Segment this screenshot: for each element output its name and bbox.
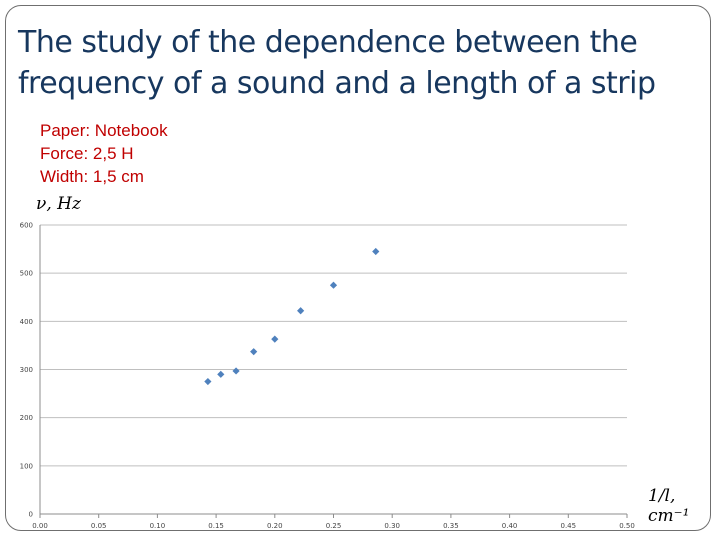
x-tick-label: 0.25 [326, 522, 342, 530]
param-paper: Paper: Notebook [40, 121, 168, 140]
data-point [297, 307, 305, 315]
data-point [271, 335, 279, 343]
x-tick-label: 0.30 [384, 522, 400, 530]
y-tick-label: 0 [29, 511, 33, 519]
y-tick-label: 100 [20, 462, 33, 470]
data-point [217, 370, 225, 378]
data-point [372, 247, 380, 256]
x-tick-label: 0.10 [150, 522, 166, 530]
x-tick-label: 0.20 [267, 522, 283, 530]
x-axis-label: 1/l, cm⁻¹ [648, 486, 690, 526]
x-tick-label: 0.40 [502, 522, 518, 530]
x-tick-label: 0.05 [91, 522, 107, 530]
x-tick-label: 0.00 [32, 522, 48, 530]
experiment-parameters: Paper: Notebook Force: 2,5 H Width: 1,5 … [40, 119, 168, 188]
y-tick-label: 600 [20, 222, 33, 230]
data-point [232, 367, 240, 375]
y-tick-label: 200 [20, 414, 33, 422]
slide-frame [5, 5, 711, 531]
slide-title: The study of the dependence between the … [18, 22, 708, 104]
data-point [329, 281, 338, 289]
data-point [250, 348, 258, 356]
x-tick-label: 0.50 [619, 522, 635, 530]
param-force: Force: 2,5 H [40, 144, 134, 163]
y-axis-label: ν, Hz [36, 194, 81, 214]
x-tick-label: 0.15 [208, 522, 224, 530]
title-line-1: The study of the dependence between the [18, 25, 638, 60]
title-line-2: frequency of a sound and a length of a s… [18, 66, 656, 101]
data-point [204, 377, 212, 386]
param-width: Width: 1,5 cm [40, 167, 144, 186]
x-tick-label: 0.45 [561, 522, 577, 530]
y-tick-label: 300 [20, 366, 33, 374]
y-tick-label: 500 [20, 270, 33, 278]
y-tick-label: 400 [20, 318, 33, 326]
x-tick-label: 0.35 [443, 522, 459, 530]
